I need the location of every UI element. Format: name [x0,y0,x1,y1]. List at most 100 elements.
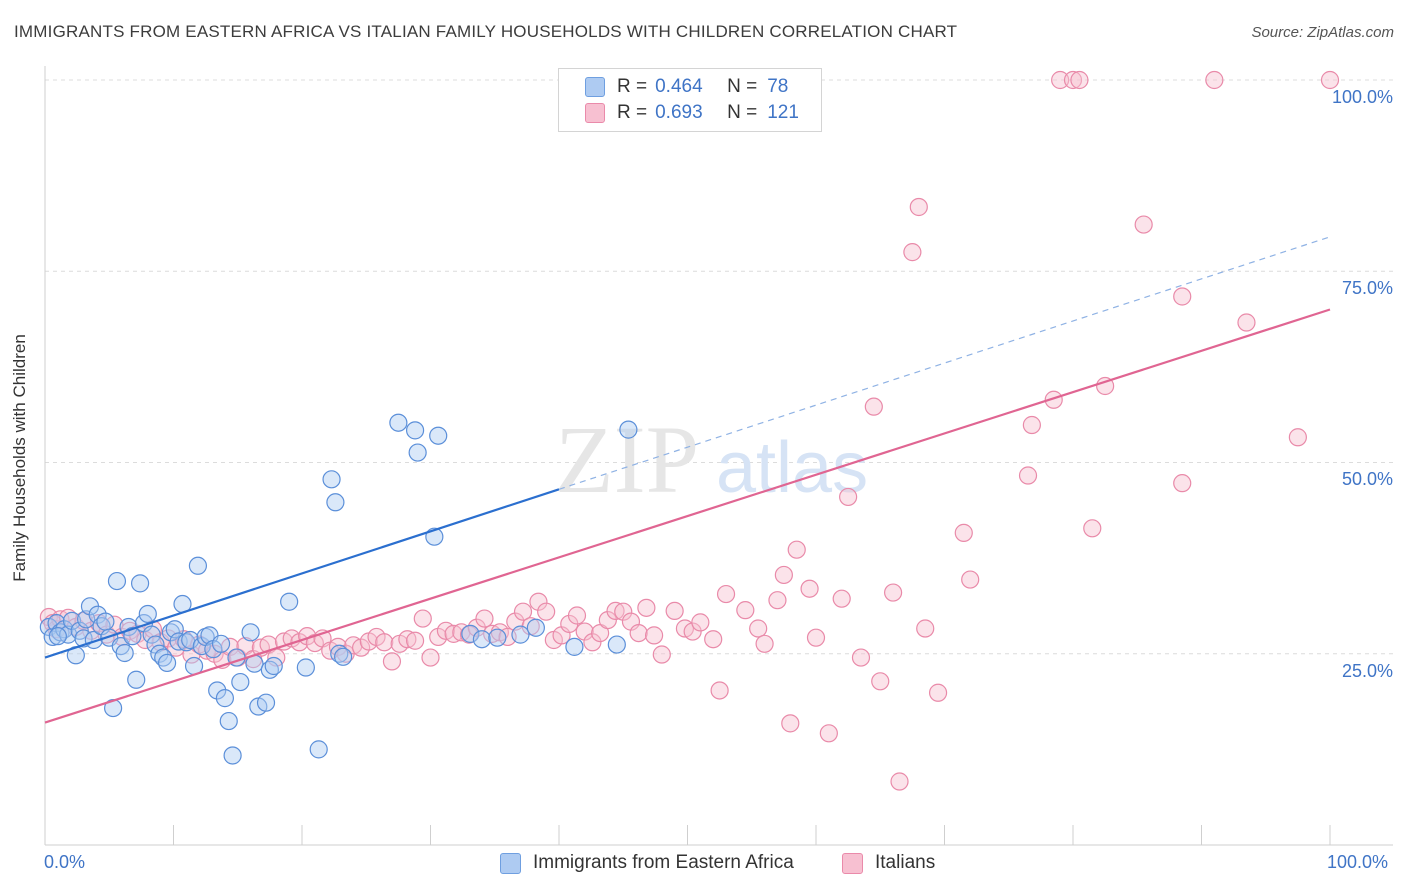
eastern-africa-point [130,574,150,593]
x-tick-label-max: 100.0% [1327,852,1389,872]
eastern-africa-trend-line [44,488,560,659]
eastern-africa-point [408,443,427,462]
legend-n-label: N = [727,76,758,97]
eastern-africa-point [488,628,507,647]
italians-point [806,628,826,647]
y-tick-label-25: 25.0% [1341,661,1393,681]
italians-point [916,619,935,638]
eastern-africa-point [322,470,341,489]
eastern-africa-point [472,630,491,649]
italians-point [1051,70,1070,90]
italians-point [716,584,736,604]
legend-n-label: N = [727,102,758,123]
italians-point [328,637,348,656]
italians-point [1096,376,1115,396]
italians-point [1237,313,1256,332]
italians-point [839,487,858,507]
bottom-legend-label: Immigrants from Eastern Africa [533,852,794,873]
italians-point [413,609,432,628]
italians-point [691,613,710,632]
legend-n-value: 121 [767,102,799,123]
italians-point [1022,415,1041,435]
italians-point [1083,519,1102,538]
italians-point [890,772,909,791]
legend-r-label: R = [617,76,648,97]
eastern-africa-point [334,647,353,666]
italians-point [755,634,774,653]
italians-point [398,630,417,649]
eastern-africa-point [142,625,161,644]
eastern-africa-point [88,605,107,624]
italians-point [475,609,494,628]
italians-point [704,630,723,649]
italians-point [1018,466,1038,485]
eastern-africa-point [123,627,142,646]
eastern-africa-point [84,630,103,650]
eastern-africa-point [619,420,638,439]
italians-point [421,648,440,667]
italians-point [736,601,755,620]
watermark-atlas: atlas [716,428,868,508]
source-credit: Source: ZipAtlas.com [1251,24,1394,41]
italians-point [537,602,556,621]
italians-point [961,570,980,589]
legend-swatch-pink [585,103,605,123]
legend-r-label: R = [617,102,648,123]
eastern-africa-point [607,635,626,654]
italians-point [1063,70,1083,90]
trend-lines [44,236,1331,724]
italians-point [652,645,671,664]
italians-point [405,631,425,650]
watermark: ZIP atlas [555,406,868,513]
italians-point [928,683,948,702]
legend-row-eastern-africa: R = 0.464 N = 78 [585,75,788,99]
italians-point [749,619,768,638]
italians-point [614,602,633,621]
eastern-africa-point [389,413,408,432]
eastern-africa-point [264,656,283,676]
eastern-africa-trend-extension [558,236,1331,490]
italians-point [1320,70,1340,90]
eastern-africa-point [241,623,260,642]
eastern-africa-point [511,625,530,644]
italians-point [382,652,402,671]
italians-point [800,579,819,598]
italians-point [567,606,587,625]
y-tick-label-100: 100.0% [1331,87,1393,107]
eastern-africa-point [219,711,238,731]
x-tick-label-min: 0.0% [44,852,86,872]
italians-point [529,592,548,611]
italians-point [606,601,625,621]
legend-row-italians: R = 0.693 N = 121 [585,101,799,125]
italians-point [1205,70,1224,90]
correlation-legend: R = 0.464 N = 78 R = 0.693 N = 121 [558,68,822,132]
gridlines [45,79,1393,655]
italians-point [1173,474,1192,493]
eastern-africa-point [296,658,315,677]
eastern-africa-point [138,604,157,624]
italians-point [871,672,890,691]
eastern-africa-points [39,413,638,765]
eastern-africa-point [526,618,545,637]
italians-point [768,591,787,610]
bottom-legend-eastern-africa: Immigrants from Eastern Africa [500,852,794,874]
y-tick-label-50: 50.0% [1341,469,1393,489]
italians-point [774,565,793,585]
eastern-africa-point [309,740,328,759]
italians-point [710,681,729,700]
italians-point [787,540,806,559]
y-tick-label-75: 75.0% [1341,278,1393,298]
eastern-africa-point [461,624,480,643]
chart-title: IMMIGRANTS FROM EASTERN AFRICA VS ITALIA… [14,22,958,41]
bottom-legend-swatch-pink [842,852,863,874]
eastern-africa-point [62,611,82,630]
italians-point [1134,215,1153,234]
italians-point [629,623,648,643]
italians-point [583,633,602,652]
italians-point [819,724,838,743]
eastern-africa-point [280,592,299,611]
eastern-africa-point [231,672,250,692]
italians-point [644,626,664,645]
bottom-legend-italians: Italians [842,852,935,874]
